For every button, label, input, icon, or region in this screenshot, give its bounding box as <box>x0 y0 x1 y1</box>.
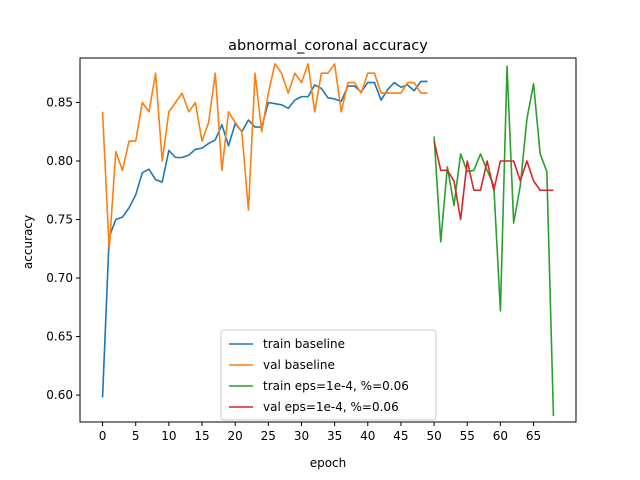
legend-label: val baseline <box>263 358 335 372</box>
x-tick-label: 35 <box>327 429 342 443</box>
y-axis-ticks: 0.60 0.65 0.70 0.75 0.80 0.85 <box>46 95 80 402</box>
x-tick-label: 65 <box>526 429 541 443</box>
legend-label: train eps=1e-4, %=0.06 <box>263 379 409 393</box>
y-tick-label: 0.60 <box>46 388 73 402</box>
y-tick-label: 0.80 <box>46 154 73 168</box>
x-tick-label: 60 <box>493 429 508 443</box>
x-tick-label: 20 <box>228 429 243 443</box>
legend-box <box>220 329 437 421</box>
x-tick-label: 25 <box>261 429 276 443</box>
x-tick-label: 0 <box>99 429 107 443</box>
x-tick-label: 55 <box>460 429 475 443</box>
chart-title: abnormal_coronal accuracy <box>228 38 428 54</box>
series-line-3 <box>433 65 555 417</box>
x-tick-label: 10 <box>161 429 176 443</box>
y-tick-label: 0.70 <box>46 271 73 285</box>
legend-label: train baseline <box>263 337 345 351</box>
series-layer <box>101 63 555 417</box>
x-tick-label: 15 <box>194 429 209 443</box>
series-line-4 <box>433 140 554 221</box>
x-tick-label: 30 <box>294 429 309 443</box>
legend: train baseline val baseline train eps=1e-4… <box>220 329 437 421</box>
legend-label: val eps=1e-4, %=0.06 <box>263 400 399 414</box>
x-axis-label: epoch <box>310 456 347 470</box>
y-tick-label: 0.85 <box>46 95 73 109</box>
axes-frame <box>79 57 577 423</box>
y-tick-label: 0.75 <box>46 213 73 227</box>
x-tick-label: 50 <box>426 429 441 443</box>
y-axis-label: accuracy <box>21 215 35 269</box>
x-tick-label: 5 <box>132 429 140 443</box>
y-tick-label: 0.65 <box>46 330 73 344</box>
x-tick-label: 45 <box>393 429 408 443</box>
x-axis-ticks: 0 5 10 15 20 25 30 35 40 45 50 55 60 65 <box>99 422 541 443</box>
x-tick-label: 40 <box>360 429 375 443</box>
series-line-2 <box>101 63 428 250</box>
